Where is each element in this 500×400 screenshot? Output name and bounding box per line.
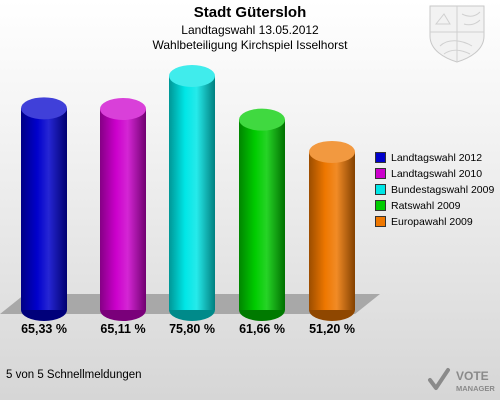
legend: Landtagswahl 2012 Landtagswahl 2010 Bundes… xyxy=(375,150,494,230)
legend-swatch xyxy=(375,200,386,211)
legend-swatch xyxy=(375,168,386,179)
chart-subtitle-2: Wahlbeteiligung Kirchspiel Isselhorst xyxy=(152,38,348,52)
legend-item-2: Landtagswahl 2010 xyxy=(375,166,494,181)
legend-label: Landtagswahl 2012 xyxy=(391,151,483,164)
legend-label: Europawahl 2009 xyxy=(391,215,473,228)
bar-2 xyxy=(100,98,146,321)
bar-3 xyxy=(169,65,215,321)
votemanager-logo: VOTE MANAGER xyxy=(428,368,495,393)
legend-label: Bundestagswahl 2009 xyxy=(391,183,495,196)
bar-1 xyxy=(21,97,67,321)
legend-item-4: Ratswahl 2009 xyxy=(375,198,494,213)
legend-item-5: Europawahl 2009 xyxy=(375,214,494,229)
coat-of-arms-icon xyxy=(429,5,485,63)
value-label-5: 51,20 % xyxy=(309,322,355,336)
legend-item-3: Bundestagswahl 2009 xyxy=(375,182,494,197)
bar-5 xyxy=(309,140,355,321)
footer-status: 5 von 5 Schnellmeldungen xyxy=(6,369,142,381)
value-label-4: 61,66 % xyxy=(239,322,285,336)
logo-line1: VOTE xyxy=(456,369,489,383)
legend-label: Landtagswahl 2010 xyxy=(391,167,483,180)
legend-label: Ratswahl 2009 xyxy=(391,199,461,212)
bar-4 xyxy=(239,108,285,321)
legend-swatch xyxy=(375,152,386,163)
value-label-2: 65,11 % xyxy=(100,322,145,336)
legend-swatch xyxy=(375,216,386,227)
legend-swatch xyxy=(375,184,386,195)
logo-line2: MANAGER xyxy=(456,384,495,393)
chart-title: Stadt Gütersloh xyxy=(193,4,307,21)
chart-subtitle: Landtagswahl 13.05.2012 xyxy=(181,23,319,37)
value-label-3: 75,80 % xyxy=(169,322,215,336)
legend-item-1: Landtagswahl 2012 xyxy=(375,150,494,165)
value-label-1: 65,33 % xyxy=(21,322,67,336)
bars xyxy=(21,65,355,321)
value-labels: 65,33 % 65,11 % 75,80 % 61,66 % 51,20 % xyxy=(21,322,355,336)
